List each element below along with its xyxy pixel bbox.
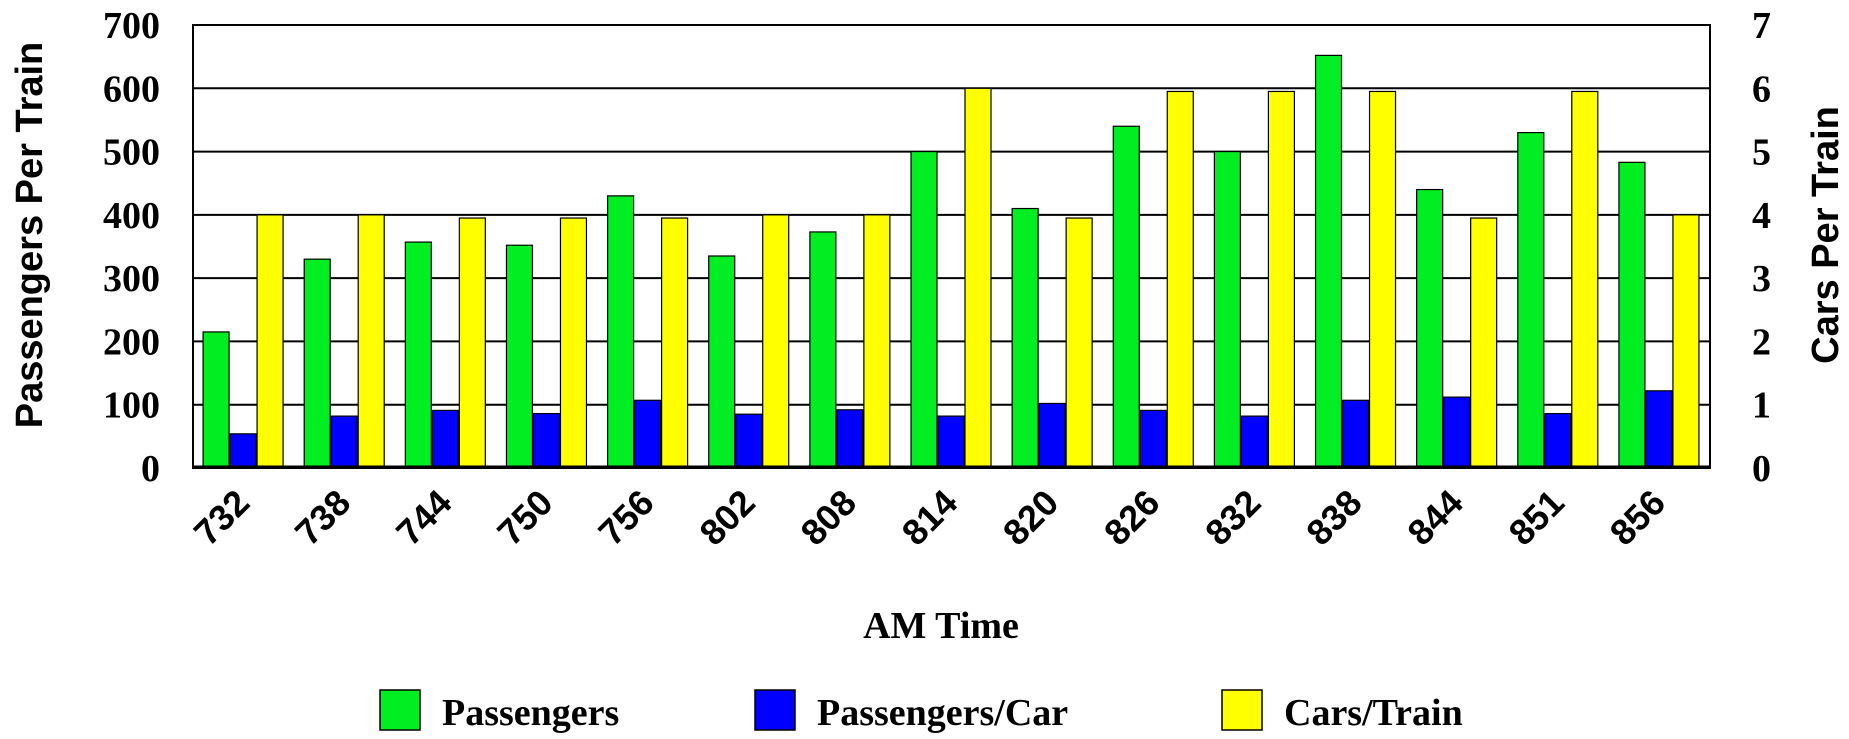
bar-cars-train-851	[1571, 90, 1599, 469]
bar-passengers-802	[708, 255, 736, 469]
x-tick-label: 814	[894, 482, 965, 553]
y2-tick-label: 4	[1752, 195, 1771, 237]
x-axis-ticks: 732 738 744 750 756 802 808 814 820 826 832 838 844 8…	[186, 482, 1673, 553]
legend-label: Cars/Train	[1284, 692, 1463, 734]
x-tick-label: 838	[1298, 482, 1369, 553]
legend-swatch	[1221, 689, 1263, 731]
y-tick-label: 500	[103, 132, 160, 174]
y2-tick-label: 6	[1752, 68, 1771, 110]
bar-passengers-car-851	[1544, 412, 1572, 469]
legend-swatch	[379, 689, 421, 731]
bar-passengers-756	[606, 195, 635, 469]
bar-passengers-844	[1416, 188, 1444, 469]
bar-passengers-car-738	[330, 415, 358, 469]
plot-frame	[192, 24, 1711, 469]
y2-tick-label: 3	[1752, 258, 1771, 300]
y-tick-label: 400	[103, 195, 160, 237]
bar-passengers-car-802	[735, 413, 763, 469]
bar-cars-train-844	[1470, 217, 1498, 469]
y-tick-label: 0	[141, 448, 160, 490]
x-tick-label: 756	[590, 482, 661, 553]
bar-passengers-851	[1517, 131, 1545, 469]
x-tick-label: 851	[1500, 482, 1571, 553]
bar-passengers-808	[809, 231, 837, 469]
bar-cars-train-832	[1267, 90, 1296, 469]
bar-cars-train-756	[660, 217, 689, 469]
bar-passengers-car-756	[633, 399, 662, 469]
bar-passengers-820	[1011, 207, 1039, 469]
bar-passengers-car-744	[431, 409, 459, 469]
bar-passengers-732	[202, 331, 230, 469]
x-tick-label: 744	[388, 482, 459, 553]
y2-tick-label: 5	[1752, 132, 1771, 174]
x-axis-title: AM Time	[863, 605, 1019, 647]
bar-passengers-car-808	[836, 409, 864, 469]
bar-passengers-826	[1112, 125, 1140, 469]
left-axis-ticks: 0 100 200 300 400 500 600 700	[103, 5, 160, 490]
y-axis-title: Passengers Per Train	[9, 42, 51, 429]
x-tick-label: 808	[793, 482, 864, 553]
y2-axis-title: Cars Per Train	[1805, 106, 1847, 364]
x-tick-label: 844	[1399, 482, 1470, 553]
y2-tick-label: 1	[1752, 385, 1771, 427]
legend-label: Passengers/Car	[817, 692, 1068, 734]
bar-passengers-838	[1314, 54, 1343, 469]
y2-tick-label: 0	[1752, 448, 1771, 490]
gridlines	[193, 24, 1710, 469]
legend-label: Passengers	[442, 692, 619, 734]
legend: Passengers Passengers/Car Cars/Train	[379, 689, 1463, 734]
y2-tick-label: 7	[1752, 5, 1771, 47]
y-tick-label: 100	[103, 385, 160, 427]
bar-cars-train-820	[1065, 217, 1093, 469]
bar-passengers-car-814	[937, 415, 965, 469]
bar-passengers-744	[404, 241, 432, 469]
bar-passengers-738	[303, 258, 331, 469]
bar-passengers-750	[505, 244, 534, 469]
bar-cars-train-808	[863, 214, 891, 469]
bar-passengers-car-844	[1443, 396, 1471, 469]
x-tick-label: 820	[995, 482, 1066, 553]
bar-passengers-car-820	[1038, 402, 1066, 469]
y-tick-label: 300	[103, 258, 160, 300]
bar-passengers-814	[910, 150, 938, 469]
legend-swatch	[754, 689, 796, 731]
bar-passengers-832	[1213, 150, 1242, 469]
bar-cars-train-814	[964, 87, 992, 469]
bar-cars-train-826	[1166, 90, 1194, 469]
bar-cars-train-732	[256, 214, 284, 469]
bars	[202, 54, 1700, 469]
x-tick-label: 738	[287, 482, 358, 553]
bar-cars-train-856	[1672, 214, 1700, 469]
y2-tick-label: 2	[1752, 321, 1771, 363]
bar-cars-train-744	[458, 217, 486, 469]
bar-passengers-car-856	[1645, 390, 1673, 469]
y-tick-label: 600	[103, 68, 160, 110]
x-tick-label: 732	[186, 482, 257, 553]
bar-passengers-car-750	[532, 412, 561, 469]
bar-cars-train-738	[357, 214, 385, 469]
bar-passengers-856	[1618, 161, 1646, 469]
bar-passengers-car-838	[1341, 399, 1370, 469]
bar-passengers-car-826	[1139, 409, 1167, 469]
x-tick-label: 750	[489, 482, 560, 553]
bar-passengers-car-832	[1240, 415, 1269, 469]
y-tick-label: 700	[103, 5, 160, 47]
x-tick-label: 802	[691, 482, 762, 553]
x-tick-label: 856	[1602, 482, 1673, 553]
x-tick-label: 832	[1197, 482, 1268, 553]
bar-cars-train-838	[1368, 90, 1397, 469]
bar-passengers-car-732	[229, 433, 257, 469]
bar-cars-train-750	[559, 217, 588, 469]
y-tick-label: 200	[103, 321, 160, 363]
x-tick-label: 826	[1096, 482, 1167, 553]
right-axis-ticks: 0 1 2 3 4 5 6 7	[1752, 5, 1771, 490]
bar-cars-train-802	[762, 214, 790, 469]
